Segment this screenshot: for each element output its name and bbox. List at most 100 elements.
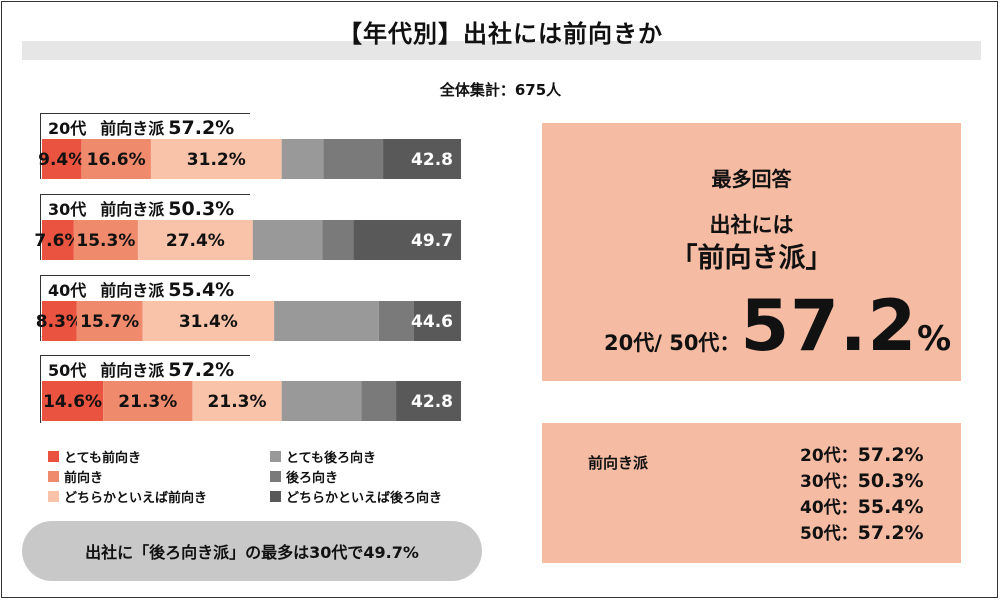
bar-segment [81, 139, 151, 179]
legend-swatch [48, 491, 59, 502]
highlight-line2: 「前向き派」 [670, 243, 833, 274]
bar-segment [42, 381, 104, 421]
group-category-label: 前向き派 [100, 361, 165, 380]
age-label: 20代 [48, 119, 87, 138]
summary-row: 50代：57.2% [800, 519, 924, 544]
legend-swatch [48, 451, 59, 462]
summary-row: 20代：57.2% [800, 441, 924, 466]
negative-total-label: 42.8 [411, 150, 453, 170]
bar-segment [150, 139, 282, 179]
legend-label: とても前向き [64, 451, 141, 466]
segment-label: 15.7% [80, 312, 139, 332]
segment-label: 15.3% [76, 231, 135, 251]
age-label: 50代 [48, 361, 87, 380]
group-category-label: 前向き派 [100, 119, 165, 138]
legend-label: とても後ろ向き [286, 451, 376, 466]
bar-segment [192, 381, 282, 421]
legend-item: 後ろ向き [270, 467, 338, 486]
group-label-50s: 50代 前向き派 57.2% [48, 357, 234, 381]
bar-segment [413, 301, 461, 341]
age-label: 40代 [48, 281, 87, 300]
negative-total-label: 49.7 [411, 231, 453, 251]
summary-age: 40代： [800, 498, 858, 518]
bar-segment [378, 301, 414, 341]
bar-segment [103, 381, 193, 421]
group-label-20s: 20代 前向き派 57.2% [48, 115, 234, 139]
negative-total-label: 42.8 [411, 392, 453, 412]
legend-swatch [270, 471, 281, 482]
bar-segment [42, 139, 82, 179]
summary-value: 50.3% [857, 470, 924, 492]
legend-item: 前向き [48, 467, 103, 486]
highlight-box: 最多回答 出社には 「前向き派」 20代/ 50代：57.2% [542, 123, 961, 381]
legend-item: とても前向き [48, 447, 141, 466]
legend-item: どちらかといえば前向き [48, 487, 207, 506]
legend-swatch [270, 491, 281, 502]
legend-swatch [48, 471, 59, 482]
highlight-line1: 出社には [709, 213, 794, 237]
bar-segment [383, 139, 461, 179]
bar-segment [323, 139, 384, 179]
group-label-30s: 30代 前向き派 50.3% [48, 196, 234, 220]
group-total-label: 57.2% [168, 117, 235, 139]
segment-label: 21.3% [118, 392, 177, 412]
page-title: 【年代別】出社には前向きか [338, 20, 663, 48]
summary-value: 55.4% [857, 496, 924, 518]
segment-label: 27.4% [166, 231, 225, 251]
legend-item: どちらかといえば後ろ向き [270, 487, 442, 506]
segment-label: 31.2% [187, 150, 246, 170]
bar-segment [252, 220, 323, 260]
bar-segment [274, 301, 379, 341]
legend-label: どちらかといえば前向き [64, 491, 208, 506]
segment-label: 16.6% [87, 150, 146, 170]
summary-age: 20代： [800, 446, 858, 466]
bar-segment [137, 220, 253, 260]
bar-segment [142, 301, 275, 341]
legend-label: どちらかといえば後ろ向き [286, 491, 443, 506]
highlight-unit: % [917, 319, 952, 359]
segment-label: 31.4% [179, 312, 238, 332]
summary-age: 50代： [800, 524, 858, 544]
callout-pill: 出社に「後ろ向き派」の最多は30代で49.7% [22, 521, 482, 581]
group-bracket [40, 355, 250, 356]
legend-item: とても後ろ向き [270, 447, 376, 466]
group-category-label: 前向き派 [100, 281, 165, 300]
bar-segment [281, 139, 324, 179]
group-total-label: 57.2% [168, 359, 235, 381]
legend-swatch [270, 451, 281, 462]
group-bracket [40, 275, 250, 276]
segment-label: 21.3% [208, 392, 267, 412]
summary-age: 30代： [800, 472, 858, 492]
group-bracket [40, 194, 250, 195]
highlight-value: 57.2 [740, 285, 918, 367]
legend-label: 後ろ向き [286, 471, 339, 486]
summary-row: 40代：55.4% [800, 493, 924, 518]
highlight-value-row: 20代/ 50代：57.2% [604, 285, 951, 367]
segment-label: 8.3% [36, 312, 83, 332]
title-bar [22, 41, 981, 60]
group-bracket [40, 275, 41, 341]
group-bracket [40, 194, 41, 260]
segment-label: 7.6% [34, 231, 81, 251]
bar-segment [361, 381, 397, 421]
bar-segment [73, 220, 138, 260]
summary-value: 57.2% [857, 522, 924, 544]
group-category-label: 前向き派 [100, 200, 165, 219]
highlight-heading: 最多回答 [711, 167, 792, 191]
group-bracket [40, 113, 250, 114]
sample-size-note: 全体集計：675人 [439, 81, 562, 99]
summary-row: 30代：50.3% [800, 467, 924, 492]
bar-segment [353, 220, 461, 260]
negative-total-label: 44.6 [411, 312, 453, 332]
segment-label: 14.6% [43, 392, 102, 412]
segment-label: 9.4% [38, 150, 85, 170]
legend-label: 前向き [64, 471, 104, 486]
bar-segment [322, 220, 354, 260]
group-total-label: 50.3% [168, 198, 235, 220]
summary-box: 前向き派 20代：57.2% 30代：50.3% 40代：55.4% 50代：5… [542, 423, 961, 563]
highlight-ages: 20代/ 50代： [604, 331, 741, 355]
group-bracket [40, 113, 41, 179]
bar-segment [42, 301, 77, 341]
summary-label: 前向き派 [588, 454, 649, 472]
